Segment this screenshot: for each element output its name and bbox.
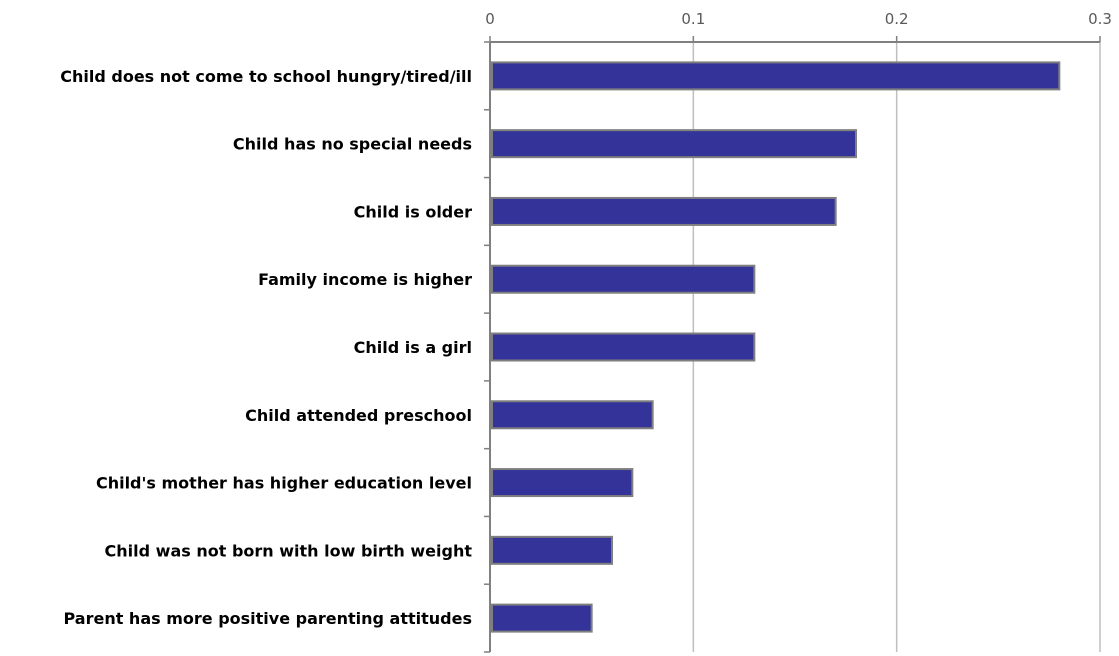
bar — [491, 603, 593, 633]
x-tick-label: 0.1 — [681, 10, 705, 28]
x-tick-labels: 0 0.1 0.2 0.3 — [485, 10, 1112, 28]
category-label: Parent has more positive parenting attit… — [63, 609, 472, 628]
category-label: Child is older — [354, 202, 472, 221]
category-label: Child is a girl — [354, 338, 472, 357]
axes — [484, 36, 1101, 653]
bar — [491, 468, 634, 498]
bar — [491, 196, 837, 226]
category-label: Child was not born with low birth weight — [105, 541, 473, 560]
x-tick-label: 0 — [485, 10, 495, 28]
bar — [491, 400, 654, 430]
bar — [491, 332, 756, 362]
x-tick-label: 0.2 — [885, 10, 909, 28]
bar — [491, 535, 613, 565]
category-label: Family income is higher — [258, 270, 472, 289]
category-label: Child attended preschool — [245, 406, 472, 425]
x-tick-label: 0.3 — [1088, 10, 1112, 28]
category-labels: Child does not come to school hungry/tir… — [60, 67, 472, 628]
bar — [491, 264, 756, 294]
bars — [491, 61, 1061, 633]
bar — [491, 61, 1061, 91]
bar — [491, 129, 857, 159]
category-label: Child has no special needs — [233, 135, 472, 154]
category-label: Child does not come to school hungry/tir… — [60, 67, 472, 86]
category-label: Child's mother has higher education leve… — [96, 474, 472, 493]
